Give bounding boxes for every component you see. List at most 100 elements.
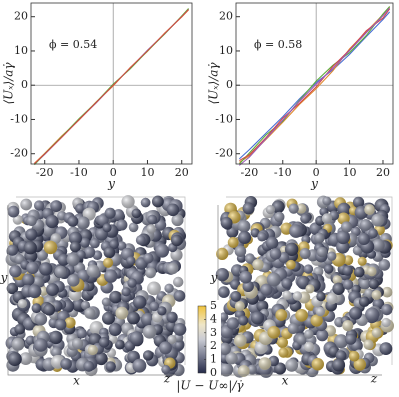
- colorbar-tick-label: 3: [210, 326, 217, 339]
- particle-shade: [69, 231, 82, 245]
- particle-shade: [64, 317, 76, 329]
- particle-shade: [174, 340, 184, 350]
- particle-shade: [288, 203, 299, 214]
- particle-shade: [364, 288, 374, 298]
- particle-shade: [9, 265, 22, 278]
- data-line: [238, 7, 391, 166]
- particle-shade: [252, 259, 264, 271]
- particle-shade: [161, 365, 171, 374]
- x-tick-label: 20: [376, 166, 390, 179]
- particle-shade: [354, 266, 365, 278]
- particle-shade: [342, 279, 354, 290]
- particle-shade: [218, 342, 231, 355]
- particle-shade: [94, 352, 108, 366]
- particle-shade: [304, 329, 314, 339]
- particle-shade: [57, 253, 70, 266]
- particle-shade: [371, 213, 385, 227]
- particle-shade: [51, 347, 62, 358]
- particle-shade: [247, 364, 257, 374]
- particle-shade: [22, 273, 35, 286]
- particle-shade: [226, 317, 239, 330]
- data-line: [238, 6, 391, 165]
- particle-shade: [20, 198, 33, 211]
- particle-shade: [39, 262, 53, 276]
- particle-rendering: [215, 195, 394, 378]
- particle-shade: [304, 341, 315, 352]
- particle-shade: [230, 291, 242, 302]
- particle-shade: [152, 195, 164, 208]
- axis-label: z: [163, 372, 171, 386]
- particle-shade: [54, 265, 67, 278]
- particle-shade: [364, 204, 375, 215]
- particle-shade: [353, 358, 366, 371]
- particle-shade: [105, 361, 116, 372]
- particle-shade: [299, 248, 311, 260]
- particle-shade: [167, 262, 179, 275]
- particle-shade: [55, 319, 67, 331]
- particle-shade: [257, 232, 267, 242]
- particle-shade: [117, 241, 127, 251]
- colorbar-tick-label: 1: [210, 353, 217, 366]
- particle-shade: [242, 202, 255, 215]
- particle-shade: [6, 244, 19, 256]
- particle-shade: [49, 330, 63, 345]
- colorbar-tick-label: 5: [210, 299, 217, 312]
- axis-label: y: [0, 271, 8, 285]
- particle-shade: [281, 278, 293, 289]
- particle-shade: [296, 203, 307, 214]
- particle-shade: [359, 296, 370, 308]
- particle-shade: [225, 352, 238, 365]
- particle-shade: [147, 281, 161, 296]
- particle-shade: [336, 240, 350, 254]
- x-tick-label: -10: [274, 166, 292, 179]
- particle-shade: [250, 311, 265, 325]
- particle-shade: [292, 291, 303, 301]
- particle-shade: [103, 246, 116, 259]
- y-tick-label: 0: [226, 78, 233, 91]
- particle-shade: [7, 352, 22, 367]
- particle-shade: [342, 320, 354, 332]
- particle-shade: [77, 269, 90, 282]
- particle-shade: [349, 306, 363, 320]
- particle-shade: [164, 283, 174, 293]
- x-axis-label: y: [310, 177, 318, 191]
- particle-shade: [102, 223, 112, 233]
- particle-shade: [282, 290, 292, 300]
- particle-shade: [353, 196, 365, 208]
- axis-label: x: [282, 374, 289, 388]
- y-tick-label: 0: [21, 78, 28, 91]
- particle-shade: [108, 323, 122, 336]
- particle-shade: [322, 196, 332, 206]
- particle-shade: [368, 228, 378, 239]
- colorbar: [197, 305, 207, 374]
- particle-shade: [89, 238, 100, 249]
- particle-shade: [159, 341, 172, 355]
- particle-shade: [237, 365, 250, 377]
- particle-shade: [27, 284, 42, 299]
- particle-shade: [129, 331, 144, 346]
- particle-shade: [98, 337, 110, 348]
- particle-shade: [342, 265, 353, 276]
- particle-shade: [265, 205, 275, 215]
- particle-shade: [260, 283, 273, 296]
- particle-shade: [127, 278, 137, 288]
- x-tick-label: 10: [140, 166, 154, 179]
- axis-label: z: [370, 372, 378, 386]
- y-tick-label: 10: [14, 44, 28, 57]
- particle-shade: [84, 307, 96, 319]
- particle-shade: [87, 344, 98, 356]
- particle-rendering: [5, 195, 187, 377]
- particle-shade: [104, 207, 116, 219]
- particle-shade: [341, 221, 353, 233]
- particle-shade: [277, 337, 288, 348]
- particle-shade: [109, 290, 122, 304]
- particle-shade: [345, 333, 357, 345]
- plot-frame: [235, 2, 394, 165]
- particle-shade: [6, 282, 19, 295]
- particle-shade: [60, 358, 72, 370]
- particle-shade: [287, 323, 299, 334]
- axis-label: y: [210, 271, 218, 285]
- particle-shade: [303, 264, 314, 274]
- particle-shade: [135, 235, 146, 246]
